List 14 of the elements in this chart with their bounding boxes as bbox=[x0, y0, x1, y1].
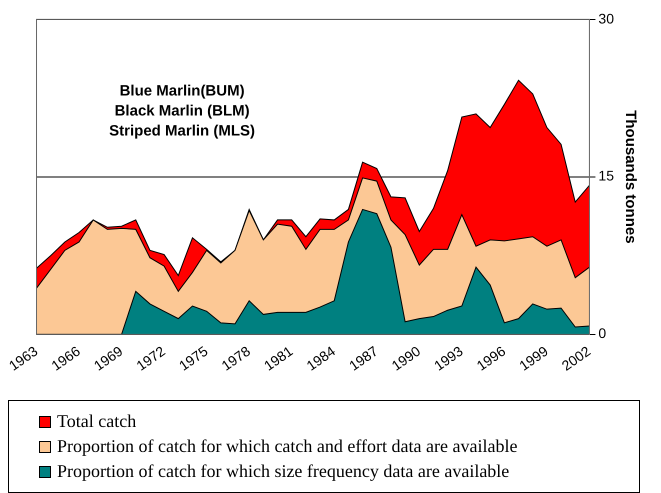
y-axis-title: Thousands tonnes bbox=[622, 110, 639, 244]
x-tick-label: 1969 bbox=[90, 342, 126, 374]
annotation: Blue Marlin(BUM) bbox=[120, 82, 245, 100]
annotation: Striped Marlin (MLS) bbox=[109, 122, 256, 140]
y-tick-label: 0 bbox=[598, 325, 606, 342]
y-tick-label: 15 bbox=[598, 168, 614, 184]
legend-label: Proportion of catch for which catch and effort data are available bbox=[57, 435, 518, 458]
annotation: Black Marlin (BLM) bbox=[114, 102, 250, 120]
legend-label: Proportion of catch for which size frequency data are available bbox=[57, 460, 510, 483]
x-tick-label: 1981 bbox=[260, 342, 296, 374]
y-tick-label: 30 bbox=[598, 10, 614, 26]
x-tick-label: 1999 bbox=[516, 342, 551, 374]
legend-label: Total catch bbox=[57, 410, 136, 433]
x-tick-label: 1990 bbox=[388, 342, 424, 374]
